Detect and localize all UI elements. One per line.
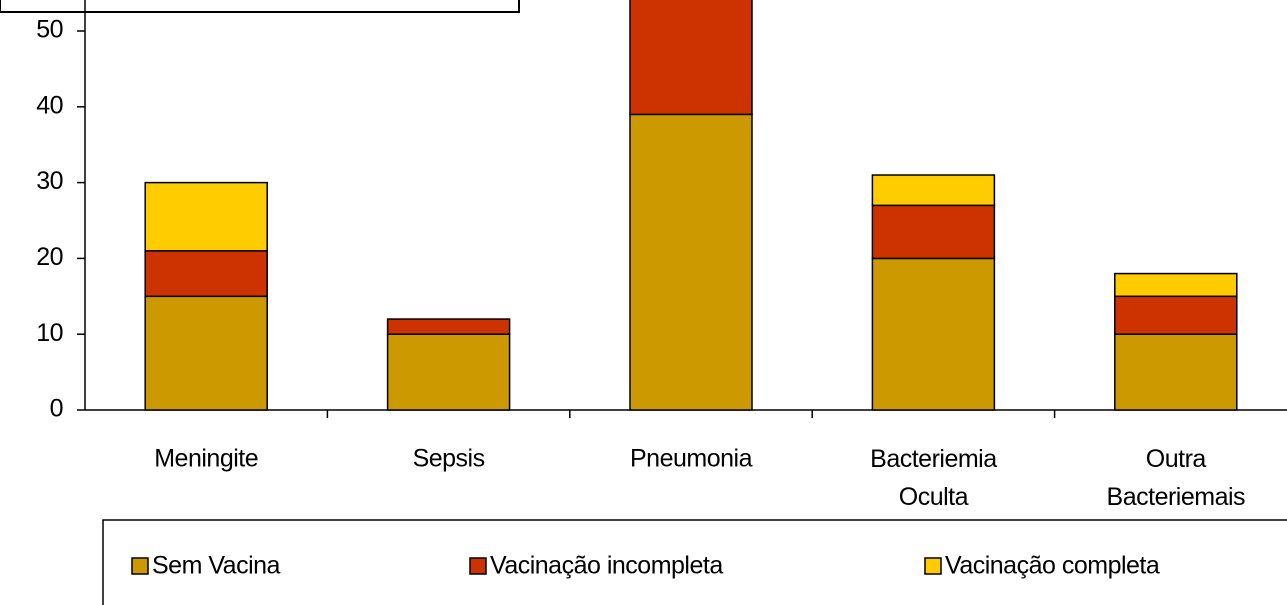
- bar: [629, 113, 753, 411]
- x-tick-label: Outra Bacteriemais: [1107, 445, 1246, 511]
- bar: [871, 204, 996, 260]
- legend-swatch: [924, 557, 942, 575]
- legend-swatch: [131, 557, 149, 575]
- y-tick-label: 0: [50, 395, 63, 423]
- bar: [1114, 333, 1238, 411]
- legend-label: Vacinação completa: [945, 552, 1160, 580]
- title-box: [0, 0, 520, 13]
- x-tick-label: Meningite: [154, 445, 258, 473]
- bar: [1114, 295, 1238, 335]
- x-tick-label: Pneumonia: [630, 445, 753, 473]
- legend-label: Sem Vacina: [152, 552, 281, 580]
- x-tick-label: Bacteriemia Oculta: [870, 445, 997, 511]
- y-tick-label: 40: [36, 91, 63, 119]
- y-tick-label: 50: [36, 16, 63, 44]
- y-tick-label: 30: [36, 167, 63, 195]
- bar: [144, 250, 268, 298]
- legend-box: [102, 519, 1287, 605]
- y-tick-label: 10: [36, 319, 63, 347]
- bar: [871, 174, 996, 207]
- legend-label: Vacinação incompleta: [490, 552, 723, 580]
- legend-swatch: [469, 557, 487, 575]
- bar: [629, 0, 753, 116]
- bar: [144, 295, 268, 411]
- bar: [871, 257, 996, 411]
- bar: [386, 333, 511, 411]
- x-tick-label: Sepsis: [413, 445, 485, 473]
- bar: [386, 318, 511, 335]
- bar: [144, 181, 268, 252]
- bar: [1114, 272, 1238, 298]
- y-tick-label: 20: [36, 243, 63, 271]
